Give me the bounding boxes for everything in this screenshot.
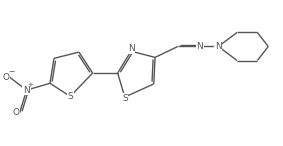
Text: N: N (215, 42, 222, 51)
Text: +: + (27, 82, 33, 88)
Text: N: N (128, 44, 134, 53)
Text: S: S (122, 94, 128, 103)
Text: O: O (13, 108, 20, 117)
Text: −: − (8, 67, 14, 76)
Text: S: S (67, 92, 73, 101)
Text: N: N (23, 86, 30, 95)
Text: N: N (196, 42, 203, 51)
Text: O: O (2, 73, 9, 82)
